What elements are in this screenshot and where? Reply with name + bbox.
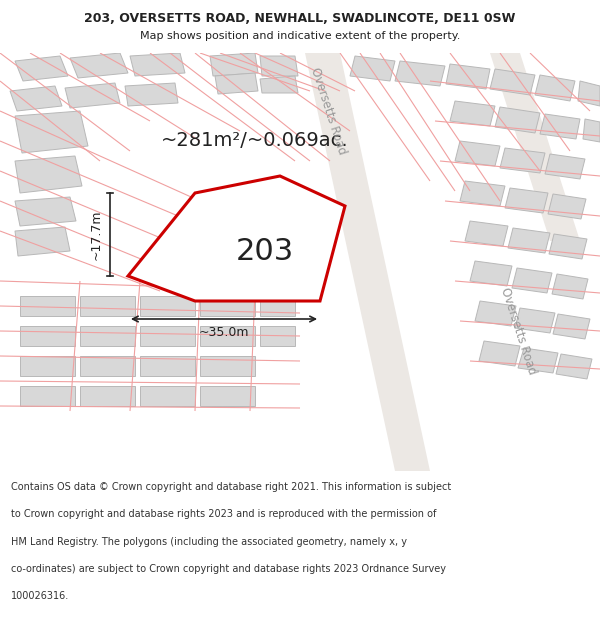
Polygon shape: [549, 234, 587, 259]
Polygon shape: [583, 119, 600, 142]
Polygon shape: [545, 154, 585, 179]
Polygon shape: [15, 56, 68, 81]
Polygon shape: [460, 181, 505, 206]
Polygon shape: [305, 53, 430, 471]
Polygon shape: [512, 268, 552, 293]
Text: Contains OS data © Crown copyright and database right 2021. This information is : Contains OS data © Crown copyright and d…: [11, 482, 451, 492]
Polygon shape: [495, 107, 540, 133]
Polygon shape: [470, 261, 512, 286]
Polygon shape: [20, 386, 75, 406]
Polygon shape: [490, 69, 535, 95]
Polygon shape: [20, 296, 75, 316]
Text: 203, OVERSETTS ROAD, NEWHALL, SWADLINCOTE, DE11 0SW: 203, OVERSETTS ROAD, NEWHALL, SWADLINCOT…: [85, 12, 515, 24]
Text: to Crown copyright and database rights 2023 and is reproduced with the permissio: to Crown copyright and database rights 2…: [11, 509, 436, 519]
Polygon shape: [200, 326, 255, 346]
Polygon shape: [15, 156, 82, 193]
Polygon shape: [260, 56, 298, 76]
Polygon shape: [455, 141, 500, 166]
Polygon shape: [505, 188, 548, 213]
Text: co-ordinates) are subject to Crown copyright and database rights 2023 Ordnance S: co-ordinates) are subject to Crown copyr…: [11, 564, 446, 574]
Text: 203: 203: [236, 236, 294, 266]
Polygon shape: [200, 296, 255, 316]
Polygon shape: [20, 356, 75, 376]
Text: ~17.7m: ~17.7m: [89, 209, 103, 260]
Polygon shape: [215, 73, 258, 94]
Polygon shape: [260, 76, 298, 93]
Polygon shape: [130, 53, 185, 76]
Text: 100026316.: 100026316.: [11, 591, 69, 601]
Polygon shape: [140, 326, 195, 346]
Polygon shape: [556, 354, 592, 379]
Text: ~281m²/~0.069ac.: ~281m²/~0.069ac.: [161, 131, 349, 151]
Polygon shape: [200, 386, 255, 406]
Polygon shape: [20, 326, 75, 346]
Text: Map shows position and indicative extent of the property.: Map shows position and indicative extent…: [140, 31, 460, 41]
Polygon shape: [515, 308, 555, 333]
Polygon shape: [450, 101, 495, 126]
Polygon shape: [548, 194, 586, 219]
Polygon shape: [350, 56, 395, 81]
Polygon shape: [479, 341, 520, 366]
Polygon shape: [80, 326, 135, 346]
Polygon shape: [80, 296, 135, 316]
Polygon shape: [395, 61, 445, 86]
Polygon shape: [210, 53, 258, 76]
Polygon shape: [200, 356, 255, 376]
Polygon shape: [70, 53, 128, 78]
Polygon shape: [260, 296, 295, 316]
Text: Oversetts Road: Oversetts Road: [308, 66, 348, 156]
Polygon shape: [446, 64, 490, 89]
Polygon shape: [260, 326, 295, 346]
Polygon shape: [500, 148, 545, 173]
Text: HM Land Registry. The polygons (including the associated geometry, namely x, y: HM Land Registry. The polygons (includin…: [11, 537, 407, 547]
Polygon shape: [15, 111, 88, 153]
Polygon shape: [15, 197, 76, 226]
Polygon shape: [578, 81, 600, 106]
Polygon shape: [508, 228, 550, 253]
Polygon shape: [465, 221, 508, 246]
Polygon shape: [490, 53, 580, 241]
Polygon shape: [518, 348, 558, 373]
Polygon shape: [140, 356, 195, 376]
Polygon shape: [80, 386, 135, 406]
Polygon shape: [80, 356, 135, 376]
Polygon shape: [125, 83, 178, 106]
Polygon shape: [540, 114, 580, 139]
Polygon shape: [140, 296, 195, 316]
Polygon shape: [552, 274, 588, 299]
Polygon shape: [140, 386, 195, 406]
Text: Oversetts Road: Oversetts Road: [498, 286, 538, 376]
Text: ~35.0m: ~35.0m: [199, 326, 249, 339]
Polygon shape: [128, 176, 345, 301]
Polygon shape: [15, 227, 70, 256]
Polygon shape: [475, 301, 516, 326]
Polygon shape: [535, 75, 575, 101]
Polygon shape: [553, 314, 590, 339]
Polygon shape: [65, 83, 120, 108]
Polygon shape: [10, 86, 62, 111]
